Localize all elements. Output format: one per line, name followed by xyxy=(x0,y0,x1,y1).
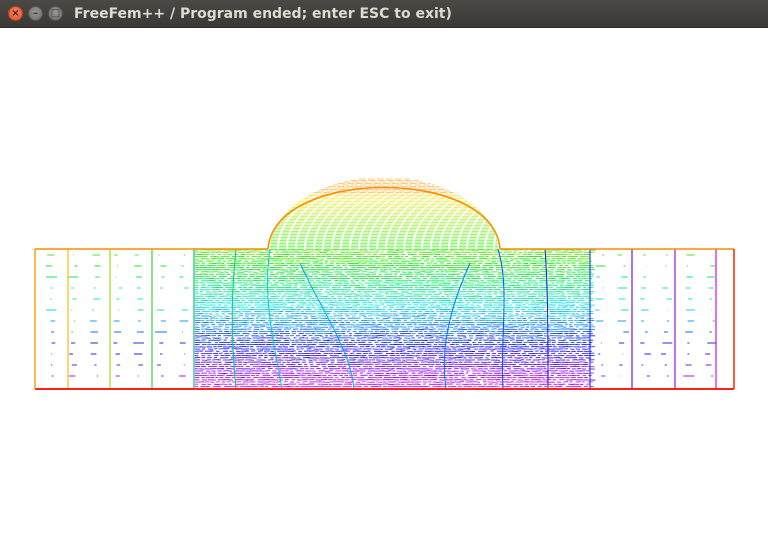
isoline-curve xyxy=(267,248,283,390)
isoline-curve xyxy=(443,262,471,390)
close-icon[interactable]: × xyxy=(8,6,23,21)
plot-canvas xyxy=(0,28,768,540)
maximize-icon[interactable]: □ xyxy=(48,6,63,21)
title-bar: × – □ FreeFem++ / Program ended; enter E… xyxy=(0,0,768,28)
isoline-curve xyxy=(231,248,237,390)
isoline-curve xyxy=(299,262,355,390)
isoline-curve xyxy=(544,248,549,390)
window-title: FreeFem++ / Program ended; enter ESC to … xyxy=(74,6,452,22)
isoline-curve xyxy=(497,248,505,390)
isoline-plot xyxy=(34,178,735,390)
contour-dashes xyxy=(45,178,716,388)
minimize-icon[interactable]: – xyxy=(28,6,43,21)
dome-boundary xyxy=(267,186,501,250)
